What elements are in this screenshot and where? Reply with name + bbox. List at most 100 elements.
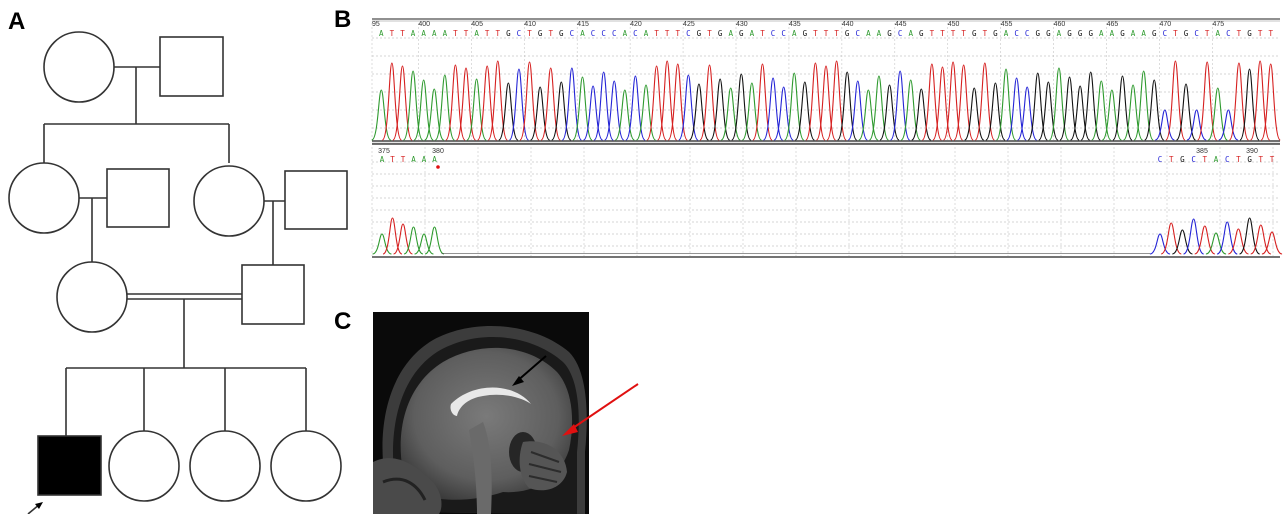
reference-base-call: C — [612, 29, 617, 38]
pedigree-gen2-male-right — [284, 170, 348, 230]
reference-base-call: A — [644, 29, 649, 38]
panel-label-a: A — [8, 8, 26, 35]
patient-position-tick: 380 — [432, 148, 444, 155]
reference-trace-peak — [995, 68, 1017, 141]
reference-trace-peak — [784, 72, 805, 141]
reference-base-call: G — [1184, 29, 1189, 38]
reference-trace-peak — [731, 73, 752, 141]
reference-position-tick: 425 — [683, 21, 695, 28]
panel-label-b: B — [334, 6, 352, 33]
pedigree-gen4-female-2 — [189, 430, 261, 502]
reference-base-call: G — [919, 29, 924, 38]
patient-position-tick: 385 — [1196, 148, 1208, 155]
reference-trace-peak — [1197, 61, 1218, 141]
pedigree-gen2-female-right — [193, 165, 265, 237]
reference-position-tick: 475 — [1212, 21, 1224, 28]
reference-trace-peak — [868, 75, 890, 141]
reference-trace-peak — [1048, 67, 1070, 141]
reference-trace-peak — [974, 62, 995, 141]
reference-base-call: T — [464, 29, 469, 38]
patient-base-call: A — [1214, 155, 1219, 164]
reference-position-tick: 460 — [1054, 21, 1066, 28]
patient-base-call: C — [1191, 155, 1196, 164]
patient-base-call: A — [432, 155, 437, 164]
reference-trace-peak — [1155, 109, 1175, 141]
patient-base-call: C — [1158, 155, 1163, 164]
proband-arrow — [27, 502, 43, 514]
reference-base-call: C — [781, 29, 786, 38]
reference-base-call: C — [898, 29, 903, 38]
reference-base-call: C — [1194, 29, 1199, 38]
reference-base-call: G — [506, 29, 511, 38]
reference-base-call: A — [432, 29, 437, 38]
reference-base-call: A — [1057, 29, 1062, 38]
reference-base-call: C — [591, 29, 596, 38]
patient-trace-peak — [1228, 228, 1249, 255]
patient-base-call: G — [1247, 155, 1252, 164]
pedigree-gen4-female-1 — [108, 430, 180, 502]
reference-trace-peak — [625, 75, 646, 141]
reference-base-call: T — [824, 29, 829, 38]
patient-base-call: T — [1259, 155, 1264, 164]
reference-base-call: A — [1004, 29, 1009, 38]
pedigree-gen3-male — [241, 264, 305, 325]
reference-trace-peak — [519, 61, 540, 141]
reference-base-call: A — [1141, 29, 1146, 38]
reference-base-call: T — [485, 29, 490, 38]
patient-trace-peak — [1160, 222, 1182, 255]
patient-base-call: T — [390, 155, 395, 164]
patient-position-tick: 390 — [1246, 148, 1258, 155]
reference-trace-peak — [371, 89, 392, 141]
reference-base-call: C — [517, 29, 522, 38]
reference-base-call: T — [400, 29, 405, 38]
reference-trace-peak — [1175, 83, 1197, 141]
reference-trace-peak — [1112, 75, 1133, 141]
reference-base-call: G — [1036, 29, 1041, 38]
patient-base-call: T — [1236, 155, 1241, 164]
reference-base-call: T — [930, 29, 935, 38]
reference-base-call: C — [686, 29, 691, 38]
pedigree-gen2-female-left — [8, 162, 80, 234]
reference-base-call: G — [1088, 29, 1093, 38]
reference-trace-peak — [921, 63, 942, 141]
patient-base-call: C — [1225, 155, 1230, 164]
reference-base-call: T — [961, 29, 966, 38]
reference-trace-peak — [1080, 71, 1101, 141]
reference-base-call: G — [538, 29, 543, 38]
reference-trace-peak — [911, 88, 932, 141]
reference-base-call: G — [559, 29, 564, 38]
reference-track: 95 400 405 410 415 420 425 430 435 440 445 450 455 46… — [371, 18, 1281, 144]
reference-trace-peak — [805, 62, 826, 141]
patient-trace-peak — [1261, 231, 1283, 255]
reference-base-call: T — [760, 29, 765, 38]
reference-base-call: G — [1078, 29, 1083, 38]
reference-base-call: A — [411, 29, 416, 38]
reference-base-call: G — [1120, 29, 1125, 38]
reference-base-call: T — [813, 29, 818, 38]
reference-base-call: A — [623, 29, 628, 38]
sanger-chromatogram: 95 400 405 410 415 420 425 430 435 440 445 450 455 46… — [371, 18, 1283, 258]
reference-base-call: G — [1067, 29, 1072, 38]
reference-base-call: G — [1247, 29, 1252, 38]
reference-base-call: T — [951, 29, 956, 38]
reference-base-call: T — [1258, 29, 1263, 38]
reference-position-tick: 400 — [418, 21, 430, 28]
patient-trace-peak — [1183, 218, 1204, 255]
reference-base-call: G — [697, 29, 702, 38]
patient-base-call: G — [1180, 155, 1185, 164]
reference-base-call: C — [1014, 29, 1019, 38]
reference-base-call: A — [580, 29, 585, 38]
reference-trace-peak — [1027, 72, 1048, 141]
pedigree-gen3-female — [56, 261, 128, 333]
reference-base-call: T — [1268, 29, 1273, 38]
patient-base-call: T — [1203, 155, 1208, 164]
reference-base-call: T — [654, 29, 659, 38]
patient-trace-peak — [1172, 229, 1193, 255]
patient-base-call: A — [411, 155, 416, 164]
reference-base-call: C — [633, 29, 638, 38]
patient-trace-peak — [372, 233, 392, 255]
reference-position-tick: 410 — [524, 21, 536, 28]
reference-base-call: A — [1216, 29, 1221, 38]
reference-trace-peak — [540, 67, 561, 141]
pedigree-gen4-female-3 — [270, 430, 342, 502]
